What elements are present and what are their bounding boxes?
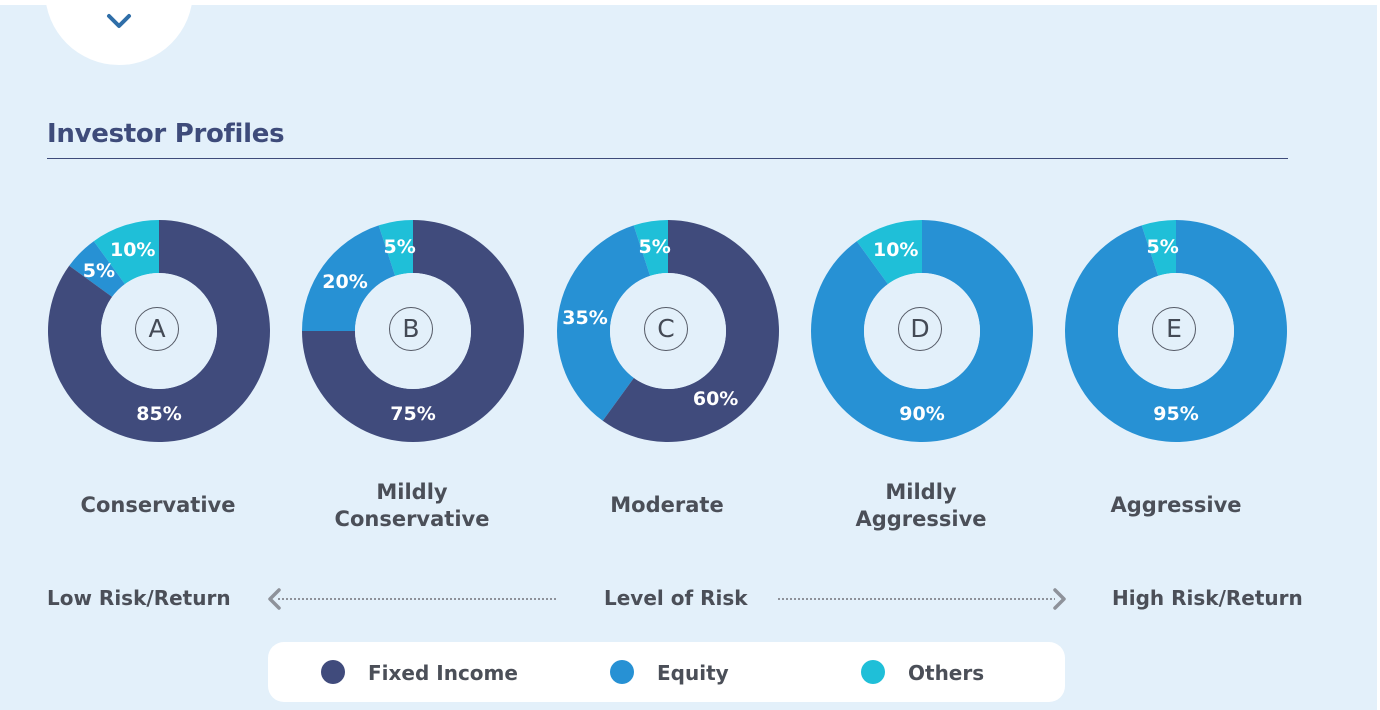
profile-letter-badge: B: [389, 307, 433, 351]
low-risk-label: Low Risk/Return: [47, 586, 231, 610]
equity-segment: [302, 225, 396, 331]
legend-label: Others: [908, 661, 985, 685]
donut-chart-b: 75% 20% 5% B: [301, 219, 525, 443]
others-segment: [378, 220, 413, 276]
equity-segment: [69, 241, 125, 297]
fixed-income-segment: [602, 220, 779, 442]
title-divider: [47, 158, 1288, 159]
profile-name: Moderate: [610, 493, 724, 517]
legend-label: Fixed Income: [368, 661, 518, 685]
fixed-income-swatch: [321, 660, 345, 684]
donut-chart-e: 95% 5% E: [1064, 219, 1288, 443]
equity-value-label: 90%: [899, 403, 945, 425]
equity-swatch: [610, 660, 634, 684]
donut-chart-d: 90% 10% D: [810, 219, 1034, 443]
chart-legend: Fixed Income Equity Others: [268, 642, 1065, 702]
left-arrow-icon: [268, 588, 556, 610]
equity-segment: [557, 225, 651, 421]
others-segment: [633, 220, 668, 276]
section-title: Investor Profiles: [47, 119, 285, 149]
profile-name: Mildly Conservative: [334, 480, 490, 531]
others-value-label: 10%: [872, 239, 919, 262]
others-value-label: 5%: [1146, 236, 1179, 259]
others-value-label: 10%: [109, 239, 156, 262]
profile-name: Mildly Aggressive: [855, 480, 987, 531]
others-segment: [93, 220, 159, 285]
fixed-income-value-label: 75%: [390, 403, 436, 425]
fixed-income-segment: [302, 220, 524, 442]
fixed-income-value-label: 85%: [136, 403, 182, 425]
others-segment: [1141, 220, 1176, 276]
others-value-label: 5%: [383, 236, 416, 259]
donut-svg: [811, 220, 1033, 442]
level-of-risk-label: Level of Risk: [604, 586, 748, 610]
profile-letter-badge: A: [135, 307, 179, 351]
equity-value-label: 35%: [562, 306, 608, 329]
donut-chart-a: 85% 5% 10% A: [47, 219, 271, 443]
right-arrow-icon: [778, 588, 1066, 610]
equity-value-label: 5%: [82, 259, 116, 282]
profile-letter-badge: C: [644, 307, 688, 351]
legend-label: Equity: [657, 661, 729, 685]
fixed-income-value-label: 60%: [692, 387, 739, 410]
profile-letter-badge: D: [898, 307, 942, 351]
equity-segment: [1065, 220, 1287, 442]
others-value-label: 5%: [638, 236, 671, 259]
high-risk-label: High Risk/Return: [1112, 586, 1303, 610]
profile-name: Conservative: [80, 493, 236, 517]
fixed-income-segment: [48, 220, 270, 442]
profile-name: Aggressive: [1110, 493, 1242, 517]
others-swatch: [861, 660, 885, 684]
others-segment: [856, 220, 922, 285]
equity-value-label: 95%: [1153, 403, 1199, 425]
donut-svg: [557, 220, 779, 442]
equity-segment: [811, 220, 1033, 442]
expand-toggle[interactable]: [45, 0, 193, 65]
donut-chart-c: 60% 35% 5% C: [556, 219, 780, 443]
profile-letter-badge: E: [1152, 307, 1196, 351]
chevron-down-icon: [107, 14, 131, 28]
equity-value-label: 20%: [322, 270, 368, 293]
